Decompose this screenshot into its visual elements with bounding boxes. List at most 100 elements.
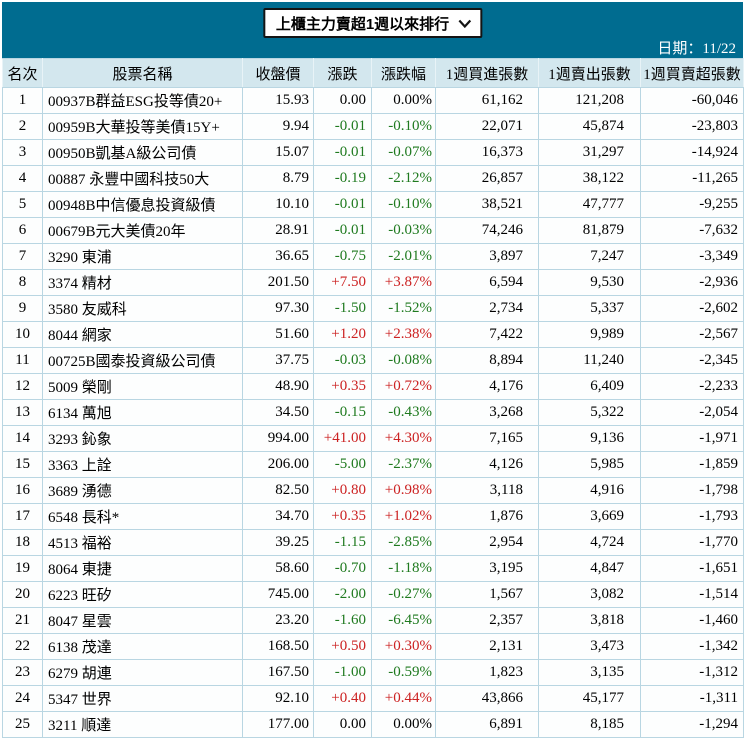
week-buy-vol-cell: 2,357 [435, 607, 539, 634]
change-cell: -0.01 [313, 217, 372, 244]
week-sell-vol-cell: 4,847 [538, 555, 641, 582]
rank-cell: 19 [2, 555, 43, 582]
stock-name-cell: 3374 精材 [42, 269, 243, 296]
table-row: 22 6138 茂達 168.50 +0.50 +0.30% 2,131 3,473 -1,3… [2, 633, 744, 660]
week-buy-vol-cell: 74,246 [435, 217, 539, 244]
week-sell-vol-cell: 5,985 [538, 451, 641, 478]
stock-name-cell: 5347 世界 [42, 685, 243, 712]
rank-cell: 11 [2, 347, 43, 374]
week-buy-vol-cell: 7,165 [435, 425, 539, 452]
table-row: 6 00679B元大美債20年 28.91 -0.01 -0.03% 74,246 81,8… [2, 217, 744, 244]
rank-cell: 3 [2, 139, 43, 166]
table-row: 10 8044 網家 51.60 +1.20 +2.38% 7,422 9,989 -2,56… [2, 321, 744, 348]
change-pct-cell: -1.18% [371, 555, 436, 582]
week-sell-vol-cell: 9,530 [538, 269, 641, 296]
change-pct-cell: -2.85% [371, 529, 436, 556]
week-buy-vol-cell: 22,071 [435, 113, 539, 140]
rank-cell: 14 [2, 425, 43, 452]
close-price-cell: 206.00 [242, 451, 314, 478]
stock-name-cell: 6548 長科* [42, 503, 243, 530]
week-net-vol-cell: -1,342 [640, 633, 744, 660]
week-buy-vol-cell: 3,268 [435, 399, 539, 426]
rank-cell: 9 [2, 295, 43, 322]
week-buy-vol-cell: 3,195 [435, 555, 539, 582]
week-sell-vol-cell: 9,136 [538, 425, 641, 452]
stock-name-cell: 00887 永豐中國科技50大 [42, 165, 243, 192]
change-cell: +41.00 [313, 425, 372, 452]
week-buy-vol-cell: 8,894 [435, 347, 539, 374]
rank-cell: 18 [2, 529, 43, 556]
change-cell: -5.00 [313, 451, 372, 478]
change-pct-cell: +0.98% [371, 477, 436, 504]
close-price-cell: 15.07 [242, 139, 314, 166]
rank-cell: 16 [2, 477, 43, 504]
table-row: 25 3211 順達 177.00 0.00 0.00% 6,891 8,185 -1,294 [2, 711, 744, 738]
week-net-vol-cell: -2,345 [640, 347, 744, 374]
week-net-vol-cell: -1,859 [640, 451, 744, 478]
ranking-select[interactable]: 上櫃主力賣超1週以來排行 [262, 8, 483, 38]
stock-name-cell: 6138 茂達 [42, 633, 243, 660]
week-net-vol-cell: -2,567 [640, 321, 744, 348]
rank-cell: 13 [2, 399, 43, 426]
week-net-vol-cell: -1,460 [640, 607, 744, 634]
change-pct-cell: 0.00% [371, 87, 436, 114]
stock-name-cell: 3363 上詮 [42, 451, 243, 478]
table-row: 1 00937B群益ESG投等債20+ 15.93 0.00 0.00% 61,162 12… [2, 87, 744, 114]
close-price-cell: 36.65 [242, 243, 314, 270]
table-row: 16 3689 湧德 82.50 +0.80 +0.98% 3,118 4,916 -1,79… [2, 477, 744, 504]
week-sell-vol-cell: 31,297 [538, 139, 641, 166]
table-row: 8 3374 精材 201.50 +7.50 +3.87% 6,594 9,530 -2,93… [2, 269, 744, 296]
rank-cell: 24 [2, 685, 43, 712]
change-pct-cell: -6.45% [371, 607, 436, 634]
stock-name-cell: 6223 旺矽 [42, 581, 243, 608]
stock-name-cell: 6279 胡連 [42, 659, 243, 686]
rank-cell: 6 [2, 217, 43, 244]
close-price-cell: 167.50 [242, 659, 314, 686]
table-row: 9 3580 友威科 97.30 -1.50 -1.52% 2,734 5,337 -2,60… [2, 295, 744, 322]
week-buy-vol-cell: 3,118 [435, 477, 539, 504]
rank-cell: 20 [2, 581, 43, 608]
change-cell: 0.00 [313, 87, 372, 114]
week-buy-vol-cell: 6,594 [435, 269, 539, 296]
week-buy-vol-cell: 16,373 [435, 139, 539, 166]
table-row: 4 00887 永豐中國科技50大 8.79 -0.19 -2.12% 26,857 38,… [2, 165, 744, 192]
change-cell: +1.20 [313, 321, 372, 348]
week-net-vol-cell: -2,233 [640, 373, 744, 400]
change-pct-cell: 0.00% [371, 711, 436, 738]
week-buy-vol-cell: 6,891 [435, 711, 539, 738]
stock-name-cell: 00679B元大美債20年 [42, 217, 243, 244]
table-row: 5 00948B中信優息投資級債 10.10 -0.01 -0.10% 38,521 47,… [2, 191, 744, 218]
week-buy-vol-cell: 1,823 [435, 659, 539, 686]
close-price-cell: 39.25 [242, 529, 314, 556]
change-pct-cell: +0.44% [371, 685, 436, 712]
close-price-cell: 48.90 [242, 373, 314, 400]
close-price-cell: 28.91 [242, 217, 314, 244]
stock-name-cell: 4513 福裕 [42, 529, 243, 556]
col-header-stock-name: 股票名稱 [42, 58, 243, 88]
rank-cell: 21 [2, 607, 43, 634]
table-header-row: 名次 股票名稱 收盤價 漲跌 漲跌幅 1週買進張數 1週賣出張數 1週買賣超張數 [2, 58, 744, 88]
week-net-vol-cell: -1,651 [640, 555, 744, 582]
close-price-cell: 37.75 [242, 347, 314, 374]
rank-cell: 17 [2, 503, 43, 530]
week-net-vol-cell: -1,294 [640, 711, 744, 738]
change-pct-cell: -2.01% [371, 243, 436, 270]
week-sell-vol-cell: 47,777 [538, 191, 641, 218]
rank-cell: 23 [2, 659, 43, 686]
col-header-week-net-vol: 1週買賣超張數 [640, 58, 744, 88]
change-cell: -0.01 [313, 139, 372, 166]
stock-name-cell: 00725B國泰投資級公司債 [42, 347, 243, 374]
week-net-vol-cell: -1,311 [640, 685, 744, 712]
stock-name-cell: 6134 萬旭 [42, 399, 243, 426]
stock-name-cell: 3211 順達 [42, 711, 243, 738]
week-sell-vol-cell: 9,989 [538, 321, 641, 348]
title-banner: 上櫃主力賣超1週以來排行 日期：11/22 [2, 2, 743, 58]
close-price-cell: 23.20 [242, 607, 314, 634]
col-header-week-buy-vol: 1週買進張數 [435, 58, 539, 88]
change-cell: -0.19 [313, 165, 372, 192]
ranking-table: 名次 股票名稱 收盤價 漲跌 漲跌幅 1週買進張數 1週賣出張數 1週買賣超張數 1 00937… [2, 58, 744, 738]
week-net-vol-cell: -7,632 [640, 217, 744, 244]
stock-name-cell: 00959B大華投等美債15Y+ [42, 113, 243, 140]
stock-name-cell: 3293 鈊象 [42, 425, 243, 452]
stock-name-cell: 00937B群益ESG投等債20+ [42, 87, 243, 114]
